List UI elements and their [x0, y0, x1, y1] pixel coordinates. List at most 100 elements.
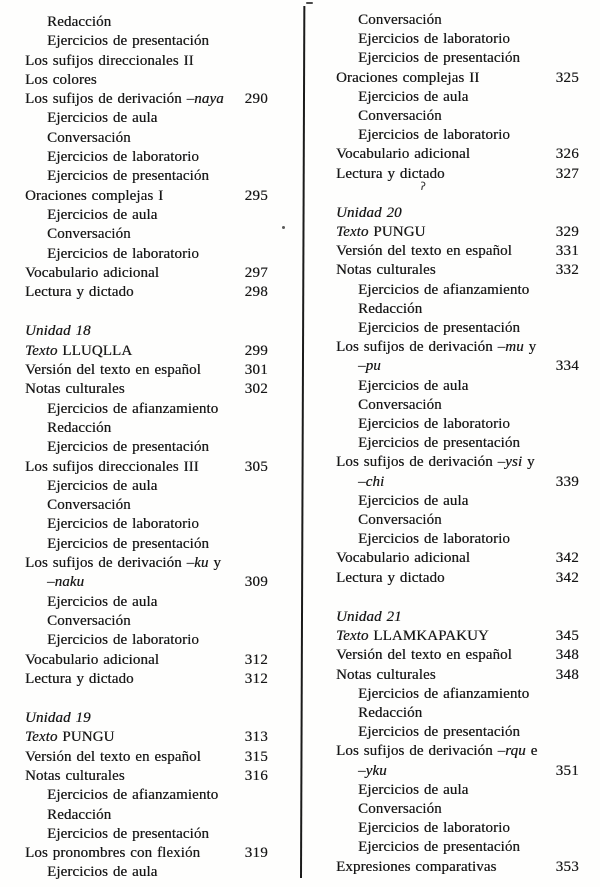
- toc-entry-title: –yku: [358, 762, 387, 779]
- toc-entry: Ejercicios de presentación: [25, 825, 268, 844]
- column-divider-line: [299, 6, 305, 879]
- toc-entry-title: Redacción: [47, 419, 112, 436]
- toc-entry: Ejercicios de laboratorio: [25, 515, 268, 534]
- toc-entry: Ejercicios de aula: [336, 377, 579, 396]
- toc-entry-page-number: 351: [555, 762, 579, 779]
- toc-entry-title: Los pronombres con flexión: [25, 845, 201, 862]
- toc-entry: Vocabulario adicional 297: [25, 264, 268, 283]
- toc-entry-title: Ejercicios de laboratorio: [358, 31, 510, 48]
- toc-entry-title: Ejercicios de laboratorio: [47, 516, 199, 533]
- toc-entry-page-number: 348: [555, 647, 579, 664]
- toc-entry-title: Expresiones comparativas: [336, 858, 497, 875]
- toc-entry: Lectura y dictado 327: [336, 165, 579, 184]
- toc-entry-title: Ejercicios de presentación: [47, 439, 210, 456]
- toc-entry-title: Ejercicios de presentación: [358, 50, 521, 67]
- toc-entry: Ejercicios de aula: [25, 477, 268, 496]
- toc-entry-page-number: 290: [244, 91, 268, 108]
- toc-entry: Conversación: [25, 129, 268, 148]
- toc-entry: Ejercicios de aula: [25, 109, 268, 128]
- toc-entry-title: Texto LLUQLLA: [25, 342, 133, 359]
- toc-entry-title: Lectura y dictado: [336, 569, 445, 586]
- toc-entry: Vocabulario adicional 326: [336, 145, 579, 164]
- toc-entry-title: Conversación: [358, 108, 442, 125]
- toc-entry-title: Vocabulario adicional: [25, 651, 160, 668]
- toc-entry: Conversación: [25, 225, 268, 244]
- toc-entry: Versión del texto en español 348: [336, 646, 579, 665]
- toc-entry: Ejercicios de presentación: [336, 838, 579, 857]
- toc-entry: Versión del texto en español 301: [25, 361, 268, 380]
- toc-entry: Los sufijos direccionales III 305: [25, 458, 268, 477]
- toc-entry-title: Conversación: [47, 129, 131, 146]
- toc-entry-page-number: 332: [555, 262, 579, 279]
- toc-entry-title: Conversación: [358, 800, 442, 817]
- toc-entry-title: Oraciones complejas I: [25, 187, 164, 204]
- toc-entry-page-number: 345: [555, 628, 579, 645]
- toc-entry: –pu 334: [336, 357, 579, 376]
- toc-entry-title: Unidad 18: [25, 323, 91, 340]
- toc-entry: Ejercicios de presentación: [25, 32, 268, 51]
- toc-entry-title: Los sufijos direccionales II: [25, 52, 194, 69]
- toc-entry-title: Vocabulario adicional: [25, 264, 160, 281]
- toc-entry-page-number: 334: [555, 358, 579, 375]
- toc-entry-title: Versión del texto en español: [336, 243, 512, 260]
- toc-entry: Los colores: [25, 71, 268, 90]
- toc-entry-page-number: 312: [244, 651, 268, 668]
- toc-entry-title: Ejercicios de afianzamiento: [358, 281, 530, 298]
- toc-entry: Ejercicios de laboratorio: [25, 245, 268, 264]
- toc-entry: Los sufijos de derivación –naya 290: [25, 90, 268, 109]
- toc-entry-title: Ejercicios de presentación: [358, 435, 521, 452]
- toc-entry: Redacción: [336, 300, 579, 319]
- toc-entry: Ejercicios de laboratorio: [336, 530, 579, 549]
- toc-entry-title: Redacción: [358, 300, 423, 317]
- toc-column-left: Redacción Ejercicios de presentación Los s…: [25, 13, 268, 883]
- toc-entry: Vocabulario adicional 312: [25, 651, 268, 670]
- toc-entry: Los sufijos de derivación –rqu e: [336, 742, 579, 761]
- toc-entry: Conversación: [25, 496, 268, 515]
- toc-entry-title: Ejercicios de aula: [47, 864, 158, 881]
- toc-entry: Ejercicios de laboratorio: [336, 819, 579, 838]
- toc-entry-page-number: 329: [555, 224, 579, 241]
- toc-entry-page-number: 325: [555, 69, 579, 86]
- toc-entry: Texto LLUQLLA 299: [25, 342, 268, 361]
- toc-entry-title: Unidad 19: [25, 710, 91, 727]
- toc-entry-page-number: 299: [244, 342, 268, 359]
- toc-entry: Ejercicios de aula: [336, 781, 579, 800]
- toc-entry-page-number: 316: [244, 767, 268, 784]
- toc-entry: Los sufijos de derivación –ku y: [25, 554, 268, 573]
- toc-entry: Los sufijos direccionales II: [25, 52, 268, 71]
- toc-entry: Ejercicios de laboratorio: [25, 631, 268, 650]
- toc-entry-title: –naku: [47, 574, 85, 591]
- toc-entry: Notas culturales 332: [336, 261, 579, 280]
- toc-entry: Conversación: [336, 800, 579, 819]
- ink-speck-artifact: [282, 226, 285, 229]
- toc-entry-title: Lectura y dictado: [336, 165, 445, 182]
- toc-entry-title: Ejercicios de laboratorio: [47, 149, 199, 166]
- toc-entry: Ejercicios de afianzamiento: [336, 281, 579, 300]
- toc-entry-title: Los sufijos de derivación –mu y: [336, 339, 537, 356]
- toc-entry-title: Versión del texto en español: [25, 362, 201, 379]
- toc-entry: Conversación: [336, 396, 579, 415]
- toc-entry-title: Los sufijos de derivación –ysi y: [336, 454, 535, 471]
- toc-entry-title: Ejercicios de presentación: [47, 168, 210, 185]
- toc-entry: Lectura y dictado 312: [25, 670, 268, 689]
- toc-entry: Lectura y dictado 342: [336, 569, 579, 588]
- toc-entry-title: Ejercicios de aula: [47, 593, 158, 610]
- toc-entry-page-number: 301: [244, 362, 268, 379]
- toc-entry: Notas culturales 316: [25, 767, 268, 786]
- toc-entry-title: Notas culturales: [336, 262, 436, 279]
- toc-entry-title: Ejercicios de aula: [47, 206, 158, 223]
- toc-entry-page-number: 342: [555, 569, 579, 586]
- toc-entry-title: Versión del texto en español: [25, 748, 201, 765]
- toc-entry: Unidad 18: [25, 322, 268, 341]
- toc-entry: Ejercicios de aula: [336, 492, 579, 511]
- toc-entry-title: Ejercicios de presentación: [47, 825, 210, 842]
- toc-entry-title: Texto PUNGU: [25, 729, 115, 746]
- toc-entry: Ejercicios de presentación: [336, 49, 579, 68]
- toc-entry: Notas culturales 348: [336, 666, 579, 685]
- toc-entry-title: Ejercicios de aula: [47, 477, 158, 494]
- toc-entry: –yku 351: [336, 762, 579, 781]
- toc-entry-title: Conversación: [358, 12, 442, 28]
- toc-entry-title: Ejercicios de afianzamiento: [47, 787, 219, 804]
- toc-entry: Texto LLAMKAPAKUY 345: [336, 627, 579, 646]
